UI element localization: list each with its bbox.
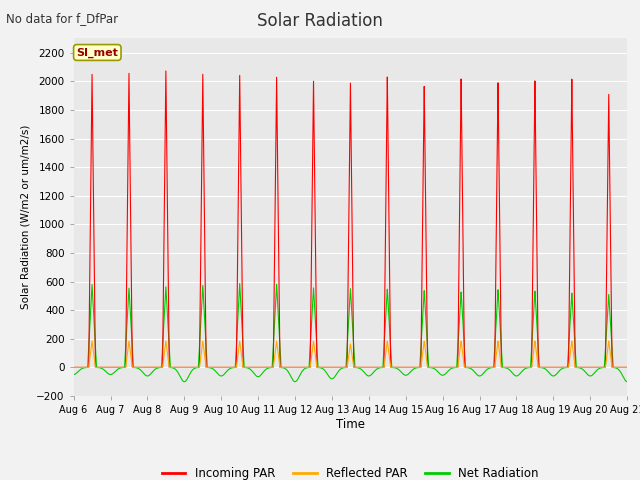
Legend: Incoming PAR, Reflected PAR, Net Radiation: Incoming PAR, Reflected PAR, Net Radiati… (157, 462, 543, 480)
Text: Solar Radiation: Solar Radiation (257, 12, 383, 30)
X-axis label: Time: Time (336, 418, 365, 431)
Text: No data for f_DfPar: No data for f_DfPar (6, 12, 118, 25)
Text: SI_met: SI_met (76, 48, 118, 58)
Y-axis label: Solar Radiation (W/m2 or um/m2/s): Solar Radiation (W/m2 or um/m2/s) (20, 125, 31, 310)
